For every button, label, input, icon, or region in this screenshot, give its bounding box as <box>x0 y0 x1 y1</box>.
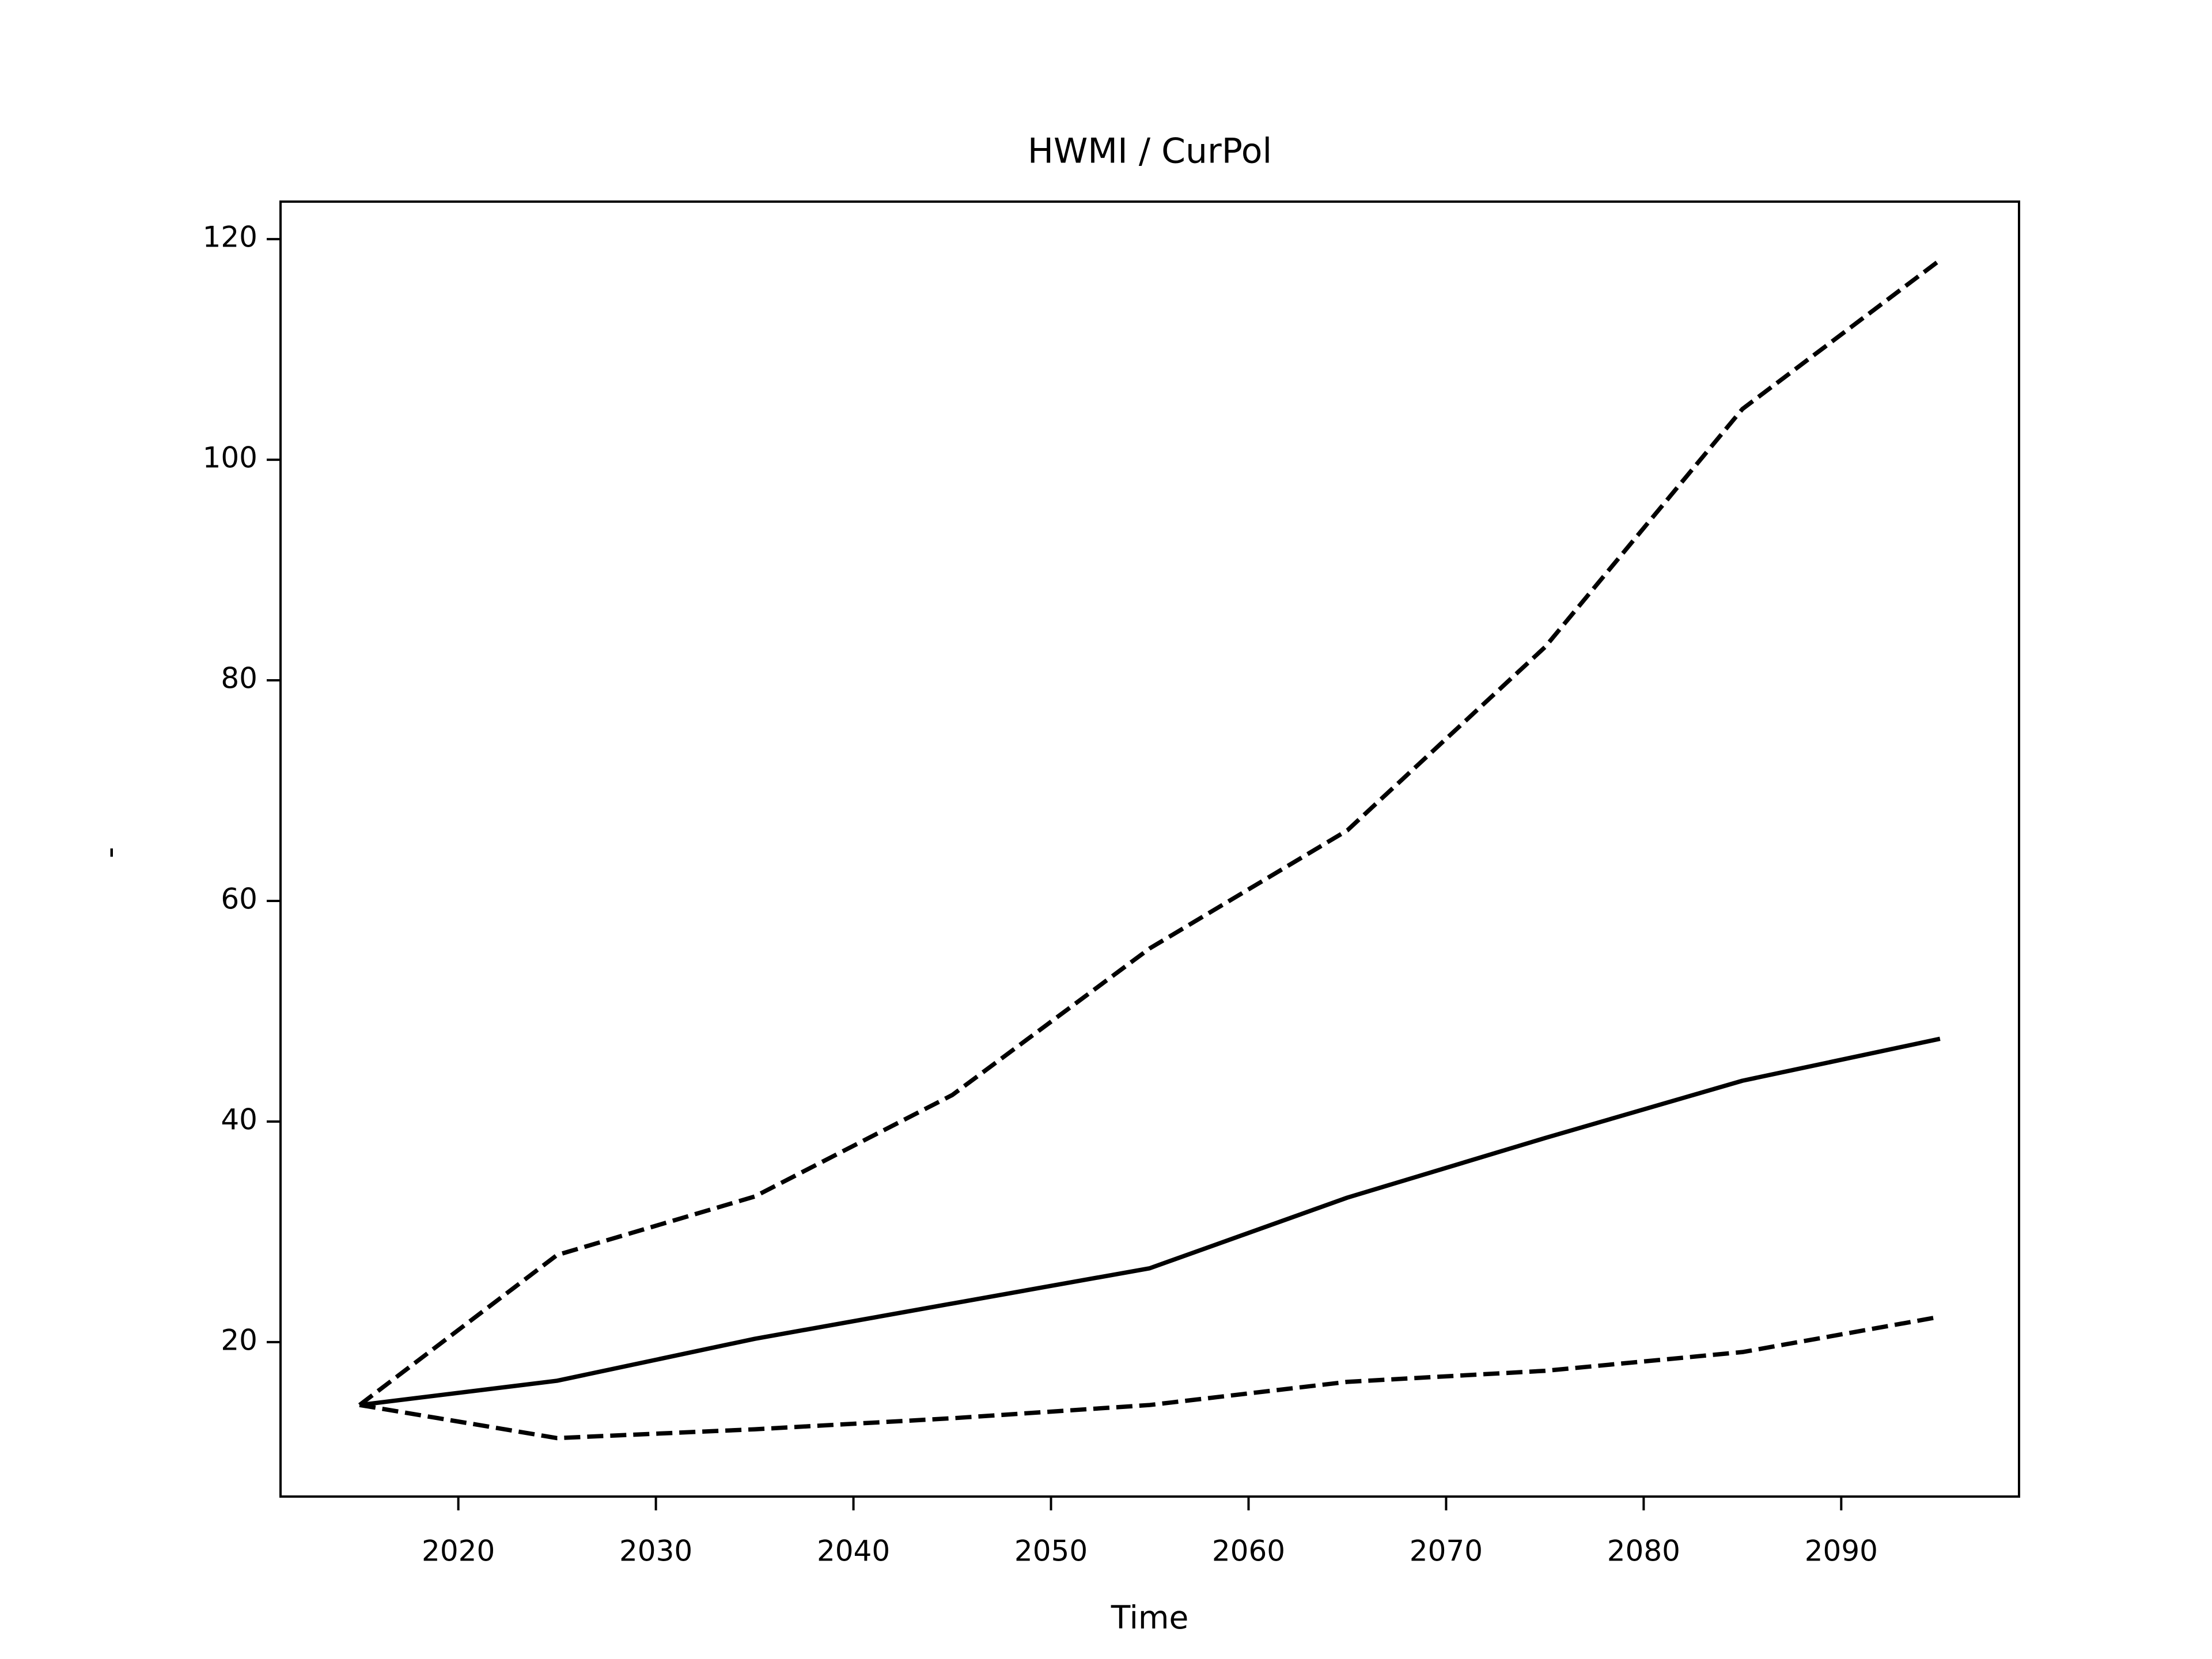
y-tick-label: 80 <box>221 662 257 695</box>
y-tick-label: 120 <box>203 221 257 254</box>
x-tick-label: 2080 <box>1607 1535 1680 1568</box>
x-tick-label: 2070 <box>1410 1535 1483 1568</box>
x-axis-label: Time <box>1111 1599 1189 1636</box>
x-tick-label: 2020 <box>422 1535 495 1568</box>
y-tick-label: 40 <box>221 1103 257 1136</box>
series-line <box>358 258 1942 1407</box>
y-tick-label: 60 <box>221 882 257 915</box>
series-line <box>359 1315 1941 1441</box>
x-tick-label: 2050 <box>1014 1535 1088 1568</box>
x-tick-label: 2040 <box>817 1535 890 1568</box>
plot-frame <box>279 200 2020 1498</box>
y-axis-label: - <box>91 847 128 858</box>
x-tick-label: 2060 <box>1212 1535 1285 1568</box>
x-tick-label: 2090 <box>1805 1535 1878 1568</box>
series-line <box>359 1036 1941 1407</box>
y-tick-label: 100 <box>203 441 257 475</box>
y-tick-label: 20 <box>221 1323 257 1357</box>
chart-title: HWMI / CurPol <box>1028 131 1272 172</box>
x-tick-label: 2030 <box>619 1535 692 1568</box>
